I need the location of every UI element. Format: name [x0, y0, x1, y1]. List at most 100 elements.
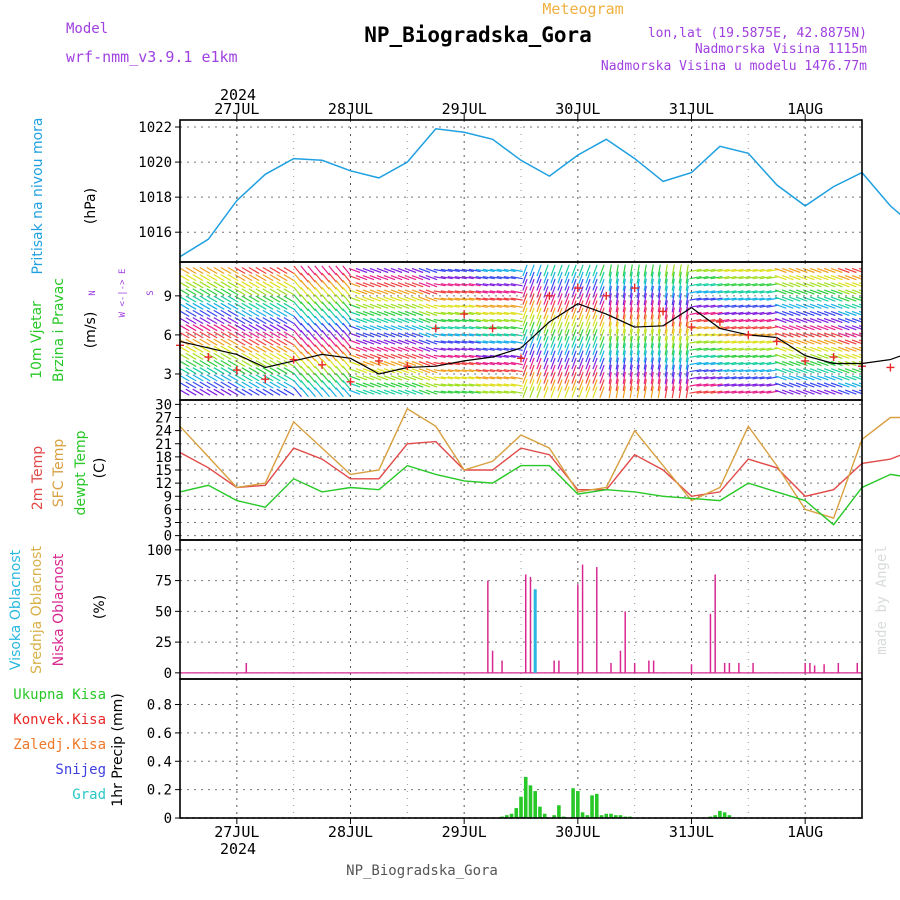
wind-arrow [759, 361, 772, 366]
wind-arrow [241, 266, 253, 275]
wind-gust-marker [744, 330, 753, 339]
wind-arrow [550, 307, 556, 320]
wind-arrow [844, 310, 857, 317]
wind-arrow [599, 336, 605, 348]
wind-arrow [248, 359, 260, 368]
wind-arrow [503, 283, 516, 287]
wind-arrow [657, 378, 661, 392]
wind-arrow [781, 332, 794, 338]
wind-arrow [461, 340, 474, 344]
wind-gust-marker [772, 337, 781, 346]
wind-arrow [724, 290, 737, 294]
wind-arrow [636, 321, 640, 334]
wind-speed-line [179, 303, 900, 375]
wind-arrow [475, 297, 488, 301]
wind-arrow [689, 354, 702, 358]
wind-arrow [314, 351, 323, 362]
wind-arrow [468, 318, 481, 323]
wind-arrow [766, 304, 779, 308]
wind-gust-marker [403, 362, 412, 371]
wind-arrow [475, 311, 488, 316]
wind-arrow [858, 282, 862, 285]
wind-arrow [685, 386, 689, 399]
wind-arrow [220, 374, 232, 382]
wind-arrow [248, 324, 260, 332]
wind-arrow [300, 294, 309, 305]
wind-arrow [664, 350, 668, 363]
wind-arrow [629, 271, 633, 284]
wind-arrow [745, 390, 758, 394]
precip-bar [609, 813, 613, 818]
wind-arrow [599, 278, 605, 291]
wind-arrow [283, 359, 295, 368]
wind-arrow [489, 340, 502, 344]
wind-arrow [411, 303, 424, 309]
wind-arrow [536, 293, 542, 305]
wind-arrow [731, 326, 744, 330]
wind-arrow [795, 382, 808, 388]
precip-bar [528, 785, 533, 818]
wind-arrow [248, 345, 260, 353]
wind-arrow [678, 328, 682, 341]
wind-arrow [795, 339, 808, 345]
coords-label: lon,lat (19.5875E, 42.8875N) [648, 26, 867, 41]
wind-arrow [192, 288, 204, 296]
wind-arrow [293, 380, 302, 390]
wind-arrow [433, 347, 446, 351]
wind-arrow [564, 336, 570, 348]
wind-arrow [192, 281, 204, 289]
wind-arrow [844, 346, 857, 352]
wind-arrow [199, 317, 211, 325]
wind-arrow [816, 310, 829, 317]
wind-arrow [774, 346, 787, 352]
wind-arrow [411, 375, 424, 381]
wind-arrow [585, 278, 591, 291]
wind-arrow [689, 283, 702, 287]
wind-arrow [689, 347, 702, 351]
wind-arrow [433, 318, 446, 323]
wind-arrow [503, 318, 516, 323]
wind-arrow [671, 307, 675, 320]
wind-arrow [837, 303, 850, 309]
precip-bar [585, 815, 590, 818]
wind-arrow [671, 293, 675, 306]
wind-arrow [199, 309, 211, 317]
wind-arrow [390, 353, 403, 359]
wind-arrow [608, 271, 612, 284]
wind-arrow [220, 324, 232, 332]
wind-arrow [858, 267, 862, 271]
wind-arrow [425, 375, 438, 381]
wind-arrow [411, 360, 424, 367]
wind-arrow [724, 276, 737, 280]
day-label-top: 30JUL [555, 100, 600, 118]
wind-arrow [636, 300, 640, 313]
wind-arrow [671, 357, 675, 370]
wind-arrow [522, 293, 528, 305]
wind-arrow [404, 303, 417, 309]
wind-arrow [703, 376, 716, 380]
wind-arrow [255, 374, 267, 382]
wind-arrow [615, 350, 619, 363]
wind-arrow [241, 352, 253, 360]
wind-arrow [745, 354, 758, 358]
wind-arrow [355, 332, 368, 338]
wind-arrow [503, 276, 516, 280]
wind-arrow [622, 336, 626, 349]
wind-arrow [844, 375, 857, 381]
wind-arrow [636, 371, 640, 384]
wind-arrow [418, 275, 431, 281]
wind-arrow [482, 361, 495, 366]
wind-arrow [461, 361, 474, 366]
wind-arrow [206, 295, 218, 303]
wind-arrow [703, 361, 716, 366]
wind-arrow [269, 295, 281, 303]
precip-bar [618, 815, 623, 818]
wind-arrow [192, 317, 204, 325]
wind-arrow [234, 288, 246, 296]
wind-arrow [335, 337, 344, 348]
wind-arrow [550, 321, 556, 334]
wind-arrow [307, 337, 316, 348]
wind-arrow [622, 293, 626, 306]
wind-arrow [781, 310, 794, 317]
wind-arrow [283, 324, 295, 332]
